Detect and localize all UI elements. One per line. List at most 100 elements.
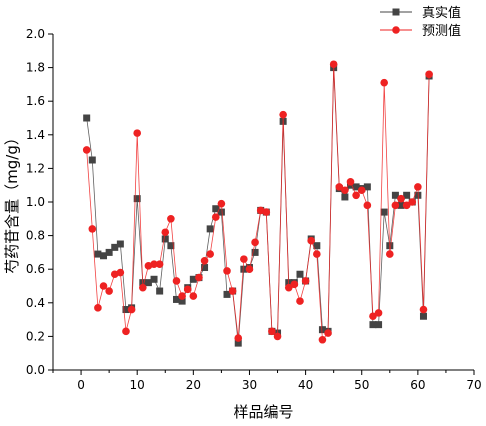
data-point [200,257,209,265]
x-tick-label: 40 [298,378,313,392]
data-point [380,208,388,216]
data-point [402,201,411,210]
data-point [116,240,124,248]
legend-label: 真实值 [422,5,461,21]
data-point [94,250,102,258]
y-tick-label: 2.0 [26,27,45,41]
data-point [403,191,411,199]
data-point [178,297,186,305]
y-tick-label: 1.8 [26,61,45,75]
y-tick-label: 1.0 [26,195,45,209]
data-point [251,238,259,247]
data-point [105,248,113,256]
data-point [374,309,383,317]
data-point [313,242,321,250]
data-point [167,242,175,250]
data-point [419,312,427,320]
data-point [155,260,164,268]
data-point [386,250,394,258]
data-point [88,156,96,164]
data-point [313,250,321,258]
data-point [301,277,310,285]
x-tick-label: 50 [354,378,369,392]
data-point [397,194,405,203]
data-point [150,275,158,283]
data-point [234,339,242,347]
legend-label: 预测值 [422,23,461,39]
y-tick-label: 1.6 [26,94,45,108]
data-point [122,306,130,314]
x-tick-label: 60 [410,378,425,392]
x-tick-label: 0 [77,378,85,392]
data-point [363,183,371,191]
data-point [245,265,254,274]
data-point [178,292,186,300]
data-point [380,78,388,87]
data-point [195,273,203,282]
data-point [183,285,192,294]
y-tick-label: 0.2 [26,329,45,343]
data-point [156,287,164,295]
data-point [172,295,180,303]
data-point [100,252,108,260]
data-point [217,208,225,216]
data-point [369,321,377,329]
data-point [341,193,349,201]
data-point [211,213,220,221]
data-point [172,277,181,285]
data-point [341,186,349,195]
data-point [150,260,158,268]
y-axis-title: 芍药苷含量（mg/g） [3,130,21,274]
data-point [234,334,243,342]
data-point [127,305,136,314]
data-point [357,186,366,195]
data-point [369,312,377,321]
data-point [240,255,248,263]
legend-marker [392,8,400,16]
data-point [167,215,175,223]
data-point [223,290,231,298]
data-point [425,70,433,79]
y-tick-label: 1.4 [26,128,45,142]
data-point [268,327,276,336]
data-point [324,329,332,337]
data-point [346,178,355,186]
data-point [296,297,304,305]
y-tick-label: 0.8 [26,229,45,243]
data-point [201,264,209,272]
x-tick-label: 10 [130,378,145,392]
y-tick-label: 0.4 [26,296,45,310]
data-point [240,265,248,273]
data-point [88,225,97,233]
data-point [122,327,130,336]
legend-item: 预测值 [380,23,461,39]
data-point [99,282,108,290]
series-1 [83,64,433,347]
legend-marker [392,26,400,34]
data-point [375,321,383,329]
data-point [189,292,198,300]
data-point [139,283,147,292]
data-point [111,243,119,251]
data-point [397,201,405,209]
series-2 [82,60,433,344]
x-tick-label: 30 [242,378,257,392]
data-point [82,146,91,154]
y-tick-label: 1.2 [26,161,45,175]
x-tick-label: 70 [466,378,481,392]
data-point [318,335,327,344]
data-point [408,198,417,206]
data-point [318,326,326,334]
data-point [228,287,237,295]
series-line [86,67,430,344]
y-tick-label: 0.6 [26,262,45,276]
data-point [212,205,220,213]
data-point [94,304,102,312]
data-point [83,114,91,122]
data-point [329,60,338,69]
data-point [419,305,428,314]
data-point [363,201,372,210]
data-point [279,110,287,119]
data-point [307,236,316,245]
